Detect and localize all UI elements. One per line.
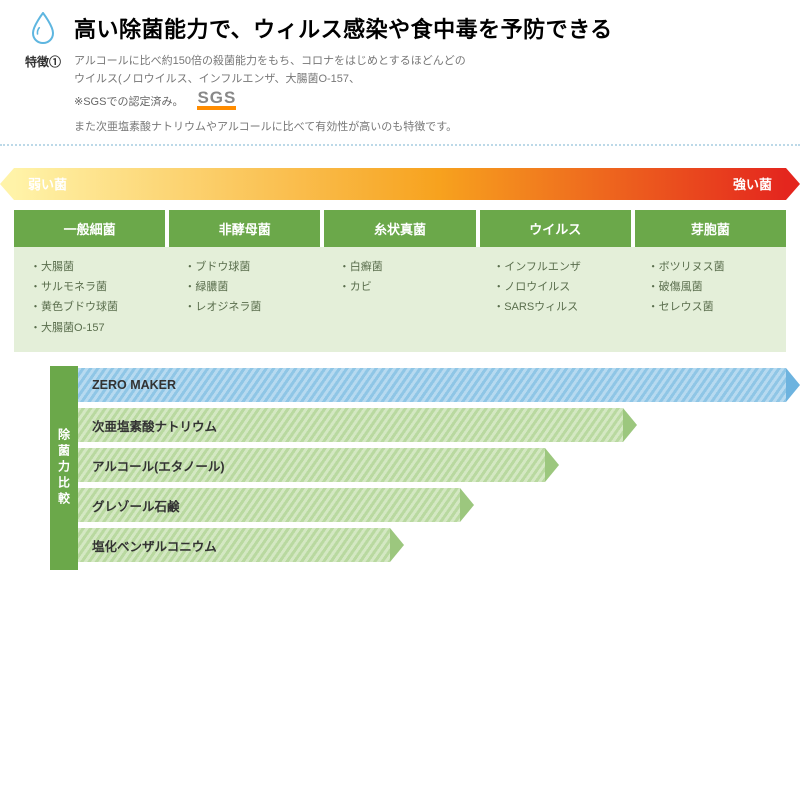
list-item: ・破傷風菌	[648, 277, 776, 297]
comparison-bar: グレゾール石鹸	[78, 488, 460, 522]
bacteria-table: 一般細菌非酵母菌糸状真菌ウイルス芽胞菌 ・大腸菌・サルモネラ菌・黄色ブドウ球菌・…	[14, 210, 786, 352]
bar-arrow-icon	[545, 448, 559, 482]
list-item: ・セレウス菌	[648, 297, 776, 317]
comparison-bar: 塩化ベンザルコニウム	[78, 528, 390, 562]
weak-label: 弱い菌	[28, 174, 67, 193]
table-body-cell: ・大腸菌・サルモネラ菌・黄色ブドウ球菌・大腸菌O-157	[14, 257, 168, 338]
comparison-bar-row: 塩化ベンザルコニウム	[78, 528, 786, 562]
sgs-line: ※SGSでの認定済み。 SGS	[74, 91, 780, 109]
page-title: 高い除菌能力で、ウィルス感染や食中毒を予防できる	[74, 12, 780, 44]
feature-label: 特徴①	[18, 53, 68, 70]
list-item: ・白癬菌	[339, 257, 467, 277]
bar-arrow-icon	[623, 408, 637, 442]
comparison-bars: ZERO MAKER 次亜塩素酸ナトリウムアルコール(エタノール) グレゾール石鹸塩…	[78, 366, 786, 570]
table-header-cell: 非酵母菌	[169, 210, 320, 247]
list-item: ・インフルエンザ	[493, 257, 621, 277]
divider	[0, 144, 800, 146]
header: 特徴① 高い除菌能力で、ウィルス感染や食中毒を予防できる アルコールに比べ約15…	[0, 0, 800, 134]
list-item: ・カビ	[339, 277, 467, 297]
table-body-cell: ・白癬菌・カビ	[323, 257, 477, 338]
table-header-cell: ウイルス	[480, 210, 631, 247]
table-header-cell: 芽胞菌	[635, 210, 786, 247]
table-body: ・大腸菌・サルモネラ菌・黄色ブドウ球菌・大腸菌O-157・ブドウ球菌・緑膿菌・レ…	[14, 247, 786, 352]
description-line-2: ウイルス(ノロウイルス、インフルエンザ、大腸菌O-157、	[74, 70, 780, 88]
list-item: ・SARSウィルス	[493, 297, 621, 317]
comparison-bar: 次亜塩素酸ナトリウム	[78, 408, 623, 442]
comparison-bar-row: 次亜塩素酸ナトリウム	[78, 408, 786, 442]
comparison-bar: アルコール(エタノール)	[78, 448, 545, 482]
comparison-label: 除菌力比較	[50, 366, 78, 570]
description-line-3: また次亜塩素酸ナトリウムやアルコールに比べて有効性が高いのも特徴です。	[74, 118, 780, 134]
strong-label: 強い菌	[733, 174, 772, 193]
comparison-bar: ZERO MAKER	[78, 368, 786, 402]
list-item: ・緑膿菌	[184, 277, 312, 297]
feature-badge: 特徴①	[18, 12, 68, 70]
left-arrow-icon	[0, 168, 14, 200]
bar-arrow-icon	[786, 368, 800, 402]
comparison-section: 除菌力比較 ZERO MAKER 次亜塩素酸ナトリウムアルコール(エタノール) グレ…	[50, 366, 786, 570]
bar-arrow-icon	[460, 488, 474, 522]
table-body-cell: ・ブドウ球菌・緑膿菌・レオジネラ菌	[168, 257, 322, 338]
comparison-bar-row: アルコール(エタノール)	[78, 448, 786, 482]
table-header-cell: 一般細菌	[14, 210, 165, 247]
sgs-note: ※SGSでの認定済み。	[74, 93, 183, 109]
water-drop-icon	[30, 12, 56, 44]
list-item: ・黄色ブドウ球菌	[30, 297, 158, 317]
bar-arrow-icon	[390, 528, 404, 562]
list-item: ・サルモネラ菌	[30, 277, 158, 297]
list-item: ・ノロウイルス	[493, 277, 621, 297]
description-line-1: アルコールに比べ約150倍の殺菌能力をもち、コロナをはじめとするほどんどの	[74, 52, 780, 70]
title-column: 高い除菌能力で、ウィルス感染や食中毒を予防できる アルコールに比べ約150倍の殺…	[68, 12, 780, 134]
comparison-bar-row: ZERO MAKER	[78, 368, 786, 402]
comparison-bar-row: グレゾール石鹸	[78, 488, 786, 522]
strength-gradient: 弱い菌 強い菌	[14, 168, 786, 200]
table-header: 一般細菌非酵母菌糸状真菌ウイルス芽胞菌	[14, 210, 786, 247]
list-item: ・大腸菌	[30, 257, 158, 277]
list-item: ・大腸菌O-157	[30, 318, 158, 338]
table-body-cell: ・インフルエンザ・ノロウイルス・SARSウィルス	[477, 257, 631, 338]
table-body-cell: ・ボツリヌス菌・破傷風菌・セレウス菌	[632, 257, 786, 338]
list-item: ・レオジネラ菌	[184, 297, 312, 317]
sgs-logo: SGS	[197, 91, 236, 109]
gradient-bar: 弱い菌 強い菌	[14, 168, 786, 200]
list-item: ・ブドウ球菌	[184, 257, 312, 277]
table-header-cell: 糸状真菌	[324, 210, 475, 247]
list-item: ・ボツリヌス菌	[648, 257, 776, 277]
right-arrow-icon	[786, 168, 800, 200]
